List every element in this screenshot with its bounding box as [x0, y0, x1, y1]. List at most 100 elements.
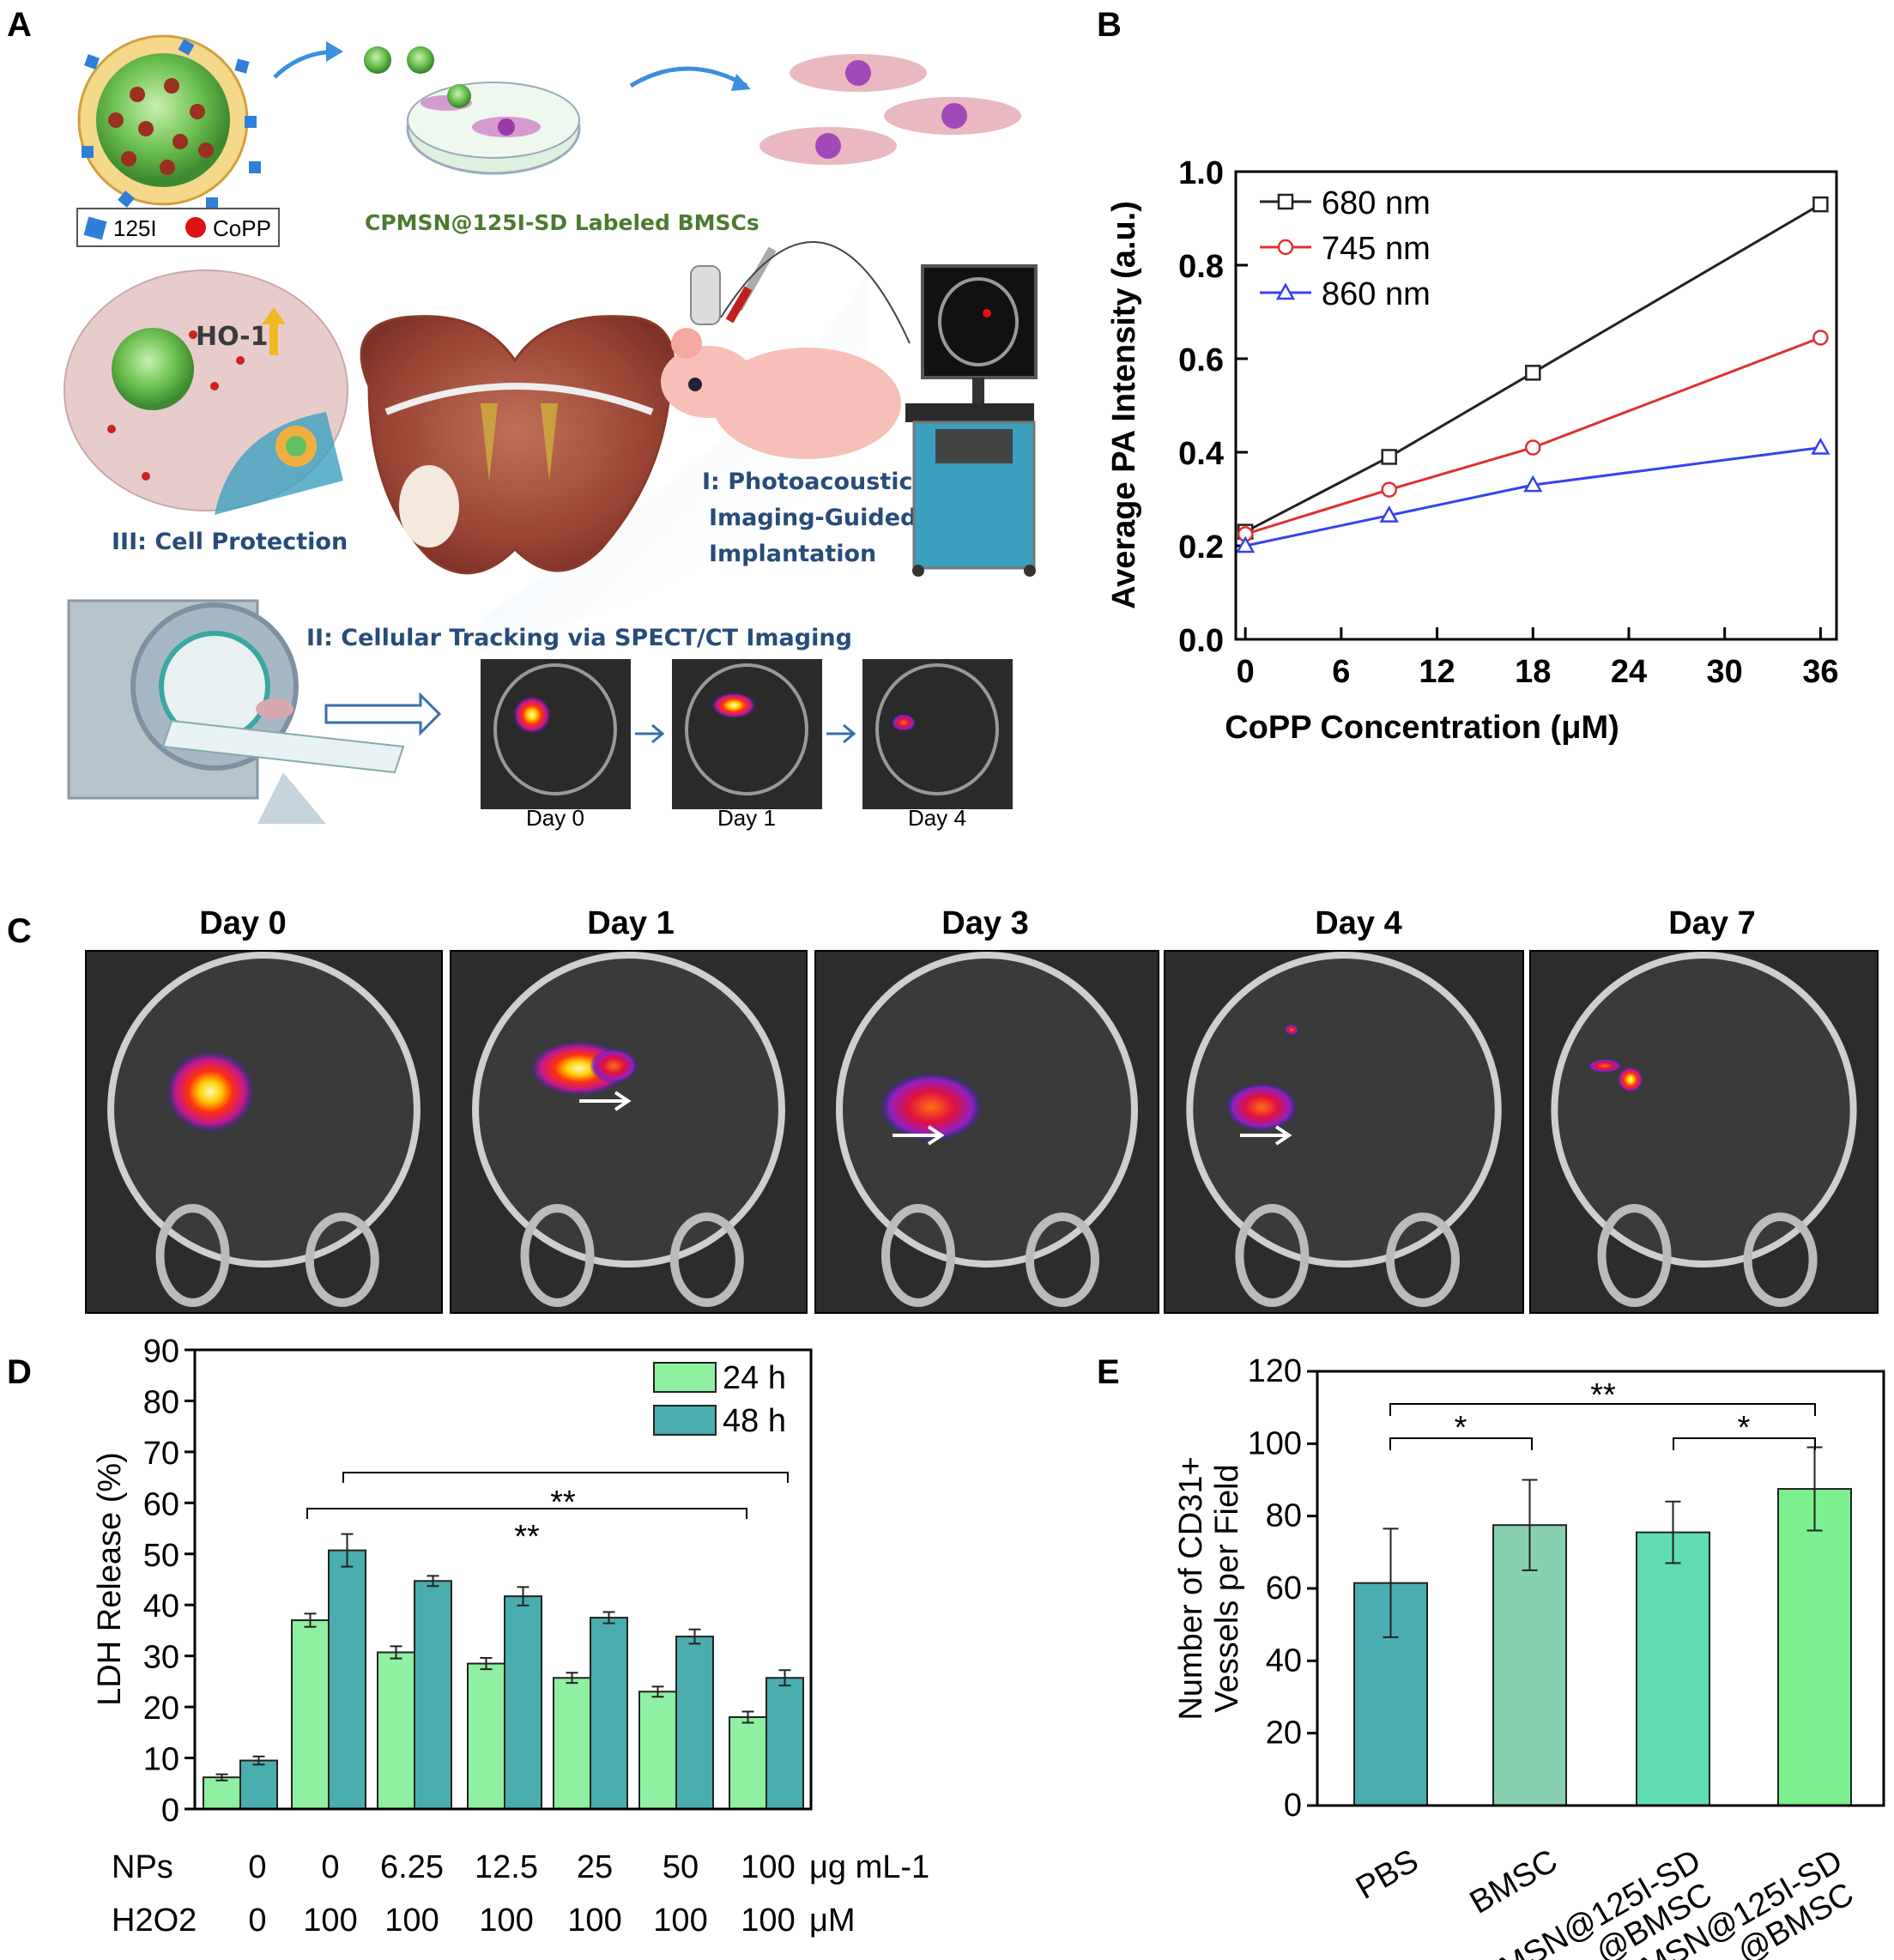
d-row2-value: 100: [741, 1903, 795, 1939]
chart-e-frame: [1316, 1370, 1885, 1807]
b-ytick-label: 0.4: [1178, 436, 1224, 472]
legend-i125: 125I: [113, 215, 157, 241]
nanoparticle-illustration: [77, 34, 261, 209]
d-ytick-label: 20: [143, 1691, 179, 1727]
white-arrow-icon: [893, 1125, 945, 1146]
e-category-line1: PBS: [1350, 1842, 1425, 1906]
chart-e-ylabel-line1: Number of CD31+: [1173, 1456, 1209, 1720]
chart-e-ylabel-line2: Vessels per Field: [1209, 1464, 1245, 1712]
row1-label: NPs: [112, 1849, 173, 1885]
pa-text-line3: Implantation: [709, 541, 876, 567]
b-ytick-label: 0.6: [1178, 342, 1224, 378]
chart-b-ylabel: Average PA Intensity (a.u.): [1106, 201, 1142, 609]
chart-d-ticks: 0 10 20 30 40 50 60 70 80 90: [143, 1334, 195, 1829]
b-xtick-label: 18: [1515, 654, 1551, 690]
d-row2-value: 100: [384, 1903, 439, 1939]
mini-scan-day4: [862, 659, 1013, 809]
d-row2-value: 100: [303, 1903, 357, 1939]
d-errorbar: [651, 1685, 664, 1698]
panel-label-a: A: [7, 6, 32, 44]
chart-d-ylabel: LDH Release (%): [92, 1452, 128, 1706]
chart-e-categories: PBS BMSCMSN@125I-SD@BMSCCPMSN@125I-SD@BMS…: [1350, 1842, 1860, 1960]
b-xtick-label: 6: [1332, 654, 1350, 690]
b-ytick-label: 0.2: [1178, 529, 1224, 566]
chart-d-legend: 24 h 48 h: [653, 1360, 786, 1439]
row2-label: H2O2: [112, 1903, 197, 1939]
white-arrow-icon: [579, 1091, 632, 1111]
d-row2-value: 0: [248, 1903, 266, 1939]
b-point: [1381, 449, 1397, 465]
labeled-bmscs-text: CPMSN@125I-SD Labeled BMSCs: [365, 210, 759, 235]
d-row1-value: 0: [321, 1849, 339, 1885]
d-errorbar: [215, 1773, 228, 1782]
d-bar: [239, 1759, 278, 1811]
chart-b-series: [1236, 196, 1830, 554]
chart-d-frame: [193, 1348, 813, 1811]
d-bar: [729, 1716, 767, 1810]
signal-hotspot: [1588, 1059, 1622, 1073]
sig-label-e-3: **: [1590, 1377, 1616, 1413]
d-row1-value: 50: [663, 1849, 699, 1885]
d-bar: [414, 1580, 452, 1810]
d-bar: [467, 1662, 505, 1811]
b-point: [1811, 438, 1830, 455]
day-label-1: Day 1: [587, 905, 674, 941]
skull-bone: [305, 1213, 379, 1307]
skull-outline: [836, 952, 1138, 1267]
signal-hotspot: [1285, 1025, 1298, 1035]
d-ytick-label: 90: [143, 1334, 179, 1370]
d-errorbar: [427, 1575, 439, 1588]
chart-e-significance: * * **: [1389, 1377, 1816, 1450]
d-bar: [377, 1651, 415, 1811]
b-point: [1379, 505, 1399, 523]
day-label-3: Day 4: [1315, 905, 1401, 941]
b-legend-marker: [1277, 193, 1294, 210]
ho1-text: HO-1: [196, 322, 269, 352]
day-label-0: Day 0: [199, 905, 286, 941]
d-row1-value: 6.25: [380, 1849, 444, 1885]
panel-label-e: E: [1097, 1353, 1120, 1391]
d-ytick-label: 80: [143, 1384, 179, 1420]
d-errorbar: [304, 1612, 317, 1628]
panel-label-b: B: [1097, 6, 1122, 44]
d-ytick-label: 50: [143, 1538, 179, 1574]
e-category-line1: BMSC: [1464, 1842, 1564, 1921]
mini-scan-day0: [481, 659, 631, 809]
petri-dish: [364, 46, 581, 175]
e-ytick-label: 60: [1266, 1570, 1302, 1606]
d-row1-value: 12.5: [475, 1849, 538, 1885]
signal-hotspot: [166, 1050, 255, 1133]
spect-ct-scanner: [67, 599, 405, 824]
spect-text: II: Cellular Tracking via SPECT/CT Imagi…: [306, 625, 852, 651]
chart-d: 0 10 20 30 40 50 60 70 80 90 ** ** 24 h 48 h LDH R…: [92, 1334, 929, 1939]
e-bar: [1777, 1488, 1852, 1806]
sig-bracket-d-1: [342, 1472, 789, 1483]
skull-bone: [1743, 1213, 1818, 1307]
sig-label-e-1: *: [1455, 1410, 1467, 1446]
mini-scan-label-0: Day 0: [526, 805, 584, 831]
signal-hotspot: [1225, 1083, 1298, 1131]
d-row2-value: 100: [653, 1903, 707, 1939]
legend-box-a: 125I CoPP: [76, 208, 280, 247]
d-bar: [675, 1636, 714, 1810]
d-ytick-label: 0: [161, 1793, 179, 1829]
chart-b: 0 6 12 18 24 30 36 0.0 0.2 0.4 0.6 0.8 1.0 680 nm 745…: [1106, 155, 1839, 746]
d-legend-swatch: [653, 1405, 717, 1436]
d-bar: [765, 1677, 804, 1810]
sig-label-d-2: **: [514, 1519, 540, 1555]
e-errorbar: [1665, 1500, 1681, 1564]
d-legend-label: 24 h: [723, 1360, 786, 1396]
white-arrow-icon: [1240, 1125, 1292, 1146]
skull-outline: [1186, 952, 1502, 1267]
d-errorbar: [252, 1755, 265, 1766]
d-row2-value: 100: [479, 1903, 533, 1939]
sig-bracket-e-1: [1389, 1437, 1533, 1450]
day-label-4: Day 7: [1668, 905, 1755, 941]
e-bar: [1492, 1524, 1567, 1807]
panel-c-scans: Day 0 Day 1 Day 3 Day 4 Day 7: [85, 905, 1879, 1314]
d-bar: [203, 1776, 241, 1811]
d-errorbar: [480, 1657, 493, 1671]
b-ytick-label: 0.0: [1178, 623, 1224, 659]
b-ytick-label: 1.0: [1178, 155, 1224, 191]
